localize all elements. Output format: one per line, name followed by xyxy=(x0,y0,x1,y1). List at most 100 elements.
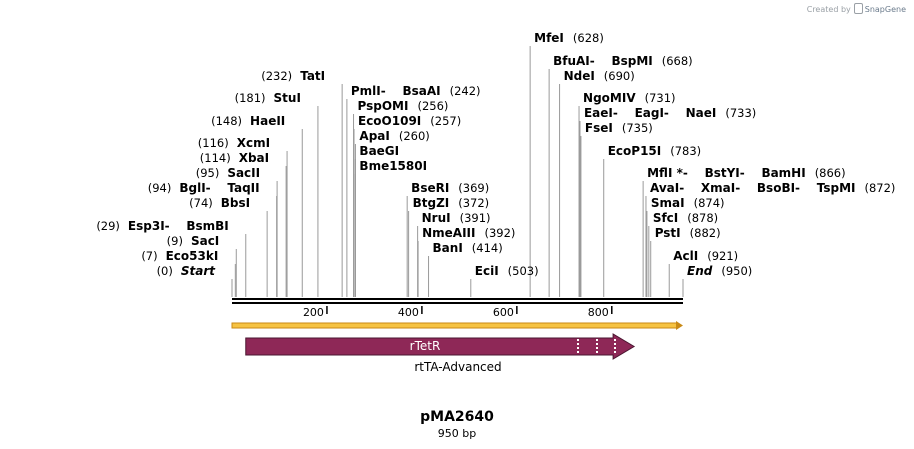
ruler-tick-label: 800 xyxy=(588,306,609,319)
feature-caption: rtTA-Advanced xyxy=(414,360,501,374)
feature-rtetr[interactable]: rTetR rtTA-Advanced xyxy=(245,333,636,374)
site-enzyme-name[interactable]: BseRI xyxy=(411,181,449,195)
site-enzyme-name[interactable]: EaeI xyxy=(584,106,613,120)
site-position: (74) xyxy=(189,196,213,210)
site-position: (921) xyxy=(707,249,738,263)
site-enzyme-name[interactable]: FseI xyxy=(585,121,613,135)
feature-arrow-shape[interactable] xyxy=(245,333,636,360)
credit-brand: SnapGene xyxy=(864,5,906,14)
site-enzyme-name[interactable]: Bme1580I xyxy=(359,159,427,173)
site-enzyme-name[interactable]: BbsI xyxy=(221,196,250,210)
site-enzyme-name[interactable]: BglI xyxy=(179,181,205,195)
site-position: (7) xyxy=(141,249,157,263)
site-enzyme-name[interactable]: SacI xyxy=(191,234,219,248)
site-separator: - xyxy=(590,54,595,68)
ruler: 200 400 600 800 xyxy=(303,306,613,319)
site-enzyme-name[interactable]: BfuAI xyxy=(553,54,590,68)
site-enzyme-name[interactable]: AvaI xyxy=(650,181,679,195)
site-enzyme-name[interactable]: EagI xyxy=(635,106,664,120)
site-enzyme-name[interactable]: TaqII xyxy=(227,181,259,195)
site-labels: (0) Start (7) Eco53kI(9) SacI (29) Esp3I - Bsm… xyxy=(96,31,895,278)
site-enzyme-name[interactable]: SfcI xyxy=(653,211,678,225)
site-enzyme-name[interactable]: XbaI xyxy=(239,151,269,165)
site-enzyme-name[interactable]: Esp3I xyxy=(128,219,165,233)
site-enzyme-name[interactable]: BsmBI xyxy=(186,219,228,233)
site-position: (242) xyxy=(450,84,481,98)
site-enzyme-name[interactable]: BspMI xyxy=(611,54,652,68)
site-enzyme-name[interactable]: XmaI xyxy=(701,181,735,195)
site-enzyme-name[interactable]: NmeAIII xyxy=(422,226,475,240)
site-enzyme-name[interactable]: NruI xyxy=(422,211,451,225)
site-position: (882) xyxy=(690,226,721,240)
site-separator: - xyxy=(735,181,740,195)
plasmid-name: pMA2640 xyxy=(420,409,494,425)
site-separator: - xyxy=(381,84,386,98)
site-position: (731) xyxy=(645,91,676,105)
site-enzyme-name[interactable]: NgoMIV xyxy=(583,91,636,105)
ruler-tick-label: 200 xyxy=(303,306,324,319)
site-position: (874) xyxy=(694,196,725,210)
site-position: (668) xyxy=(662,54,693,68)
site-enzyme-name[interactable]: AclI xyxy=(673,249,698,263)
site-position: (116) xyxy=(198,136,229,150)
site-enzyme-name[interactable]: BamHI xyxy=(761,166,805,180)
site-enzyme-name[interactable]: EcoP15I xyxy=(608,144,662,158)
site-position: (94) xyxy=(148,181,172,195)
site-position: (690) xyxy=(604,69,635,83)
ruler-tick-label: 400 xyxy=(398,306,419,319)
orf-bar xyxy=(231,322,678,329)
snapgene-credit: Created by SnapGene xyxy=(807,3,906,14)
site-position: (391) xyxy=(460,211,491,225)
site-enzyme-name[interactable]: ApaI xyxy=(359,129,389,143)
site-separator: - xyxy=(740,166,745,180)
site-enzyme-name[interactable]: EcoO109I xyxy=(358,114,421,128)
site-enzyme-name[interactable]: PspOMI xyxy=(358,99,409,113)
orf-arrow xyxy=(231,321,683,330)
site-enzyme-name[interactable]: SmaI xyxy=(651,196,685,210)
site-enzyme-name[interactable]: BsaAI xyxy=(402,84,440,98)
snapgene-logo-icon xyxy=(853,3,863,14)
site-enzyme-name[interactable]: MfeI xyxy=(534,31,564,45)
site-enzyme-name[interactable]: PmlI xyxy=(351,84,381,98)
feature-label: rTetR xyxy=(410,339,441,353)
site-position: (29) xyxy=(96,219,120,233)
site-enzyme-name[interactable]: HaeII xyxy=(250,114,285,128)
site-separator: - xyxy=(613,106,618,120)
site-position: (628) xyxy=(573,31,604,45)
site-separator: - xyxy=(206,181,211,195)
site-enzyme-name[interactable]: BtgZI xyxy=(413,196,450,210)
site-enzyme-name[interactable]: XcmI xyxy=(237,136,270,150)
site-enzyme-name[interactable]: BanI xyxy=(433,241,463,255)
site-position: (392) xyxy=(484,226,515,240)
site-enzyme-name[interactable]: NdeI xyxy=(564,69,595,83)
site-enzyme-name[interactable]: MflI * xyxy=(647,166,683,180)
site-enzyme-name[interactable]: End xyxy=(687,264,713,278)
site-enzyme-name[interactable]: BsoBI xyxy=(757,181,795,195)
site-separator: - xyxy=(679,181,684,195)
site-position: (95) xyxy=(196,166,220,180)
site-position: (256) xyxy=(417,99,448,113)
site-position: (257) xyxy=(430,114,461,128)
site-enzyme-name[interactable]: SacII xyxy=(227,166,260,180)
site-enzyme-name[interactable]: Eco53kI xyxy=(166,249,219,263)
site-enzyme-name[interactable]: TspMI xyxy=(817,181,856,195)
site-enzyme-name[interactable]: NaeI xyxy=(686,106,717,120)
site-position: (232) xyxy=(261,69,292,83)
site-position: (735) xyxy=(622,121,653,135)
site-position: (503) xyxy=(508,264,539,278)
site-separator: - xyxy=(664,106,669,120)
ruler-tick-label: 600 xyxy=(493,306,514,319)
site-position: (181) xyxy=(235,91,266,105)
site-enzyme-name[interactable]: TatI xyxy=(300,69,325,83)
site-enzyme-name[interactable]: Start xyxy=(181,264,216,278)
site-enzyme-name[interactable]: BstYI xyxy=(705,166,740,180)
site-enzyme-name[interactable]: StuI xyxy=(274,91,301,105)
site-separator: - xyxy=(795,181,800,195)
site-position: (0) xyxy=(157,264,173,278)
site-enzyme-name[interactable]: EciI xyxy=(475,264,499,278)
site-position: (950) xyxy=(721,264,752,278)
site-enzyme-name[interactable]: BaeGI xyxy=(359,144,399,158)
site-enzyme-name[interactable]: PstI xyxy=(655,226,681,240)
site-position: (733) xyxy=(725,106,756,120)
site-position: (783) xyxy=(670,144,701,158)
